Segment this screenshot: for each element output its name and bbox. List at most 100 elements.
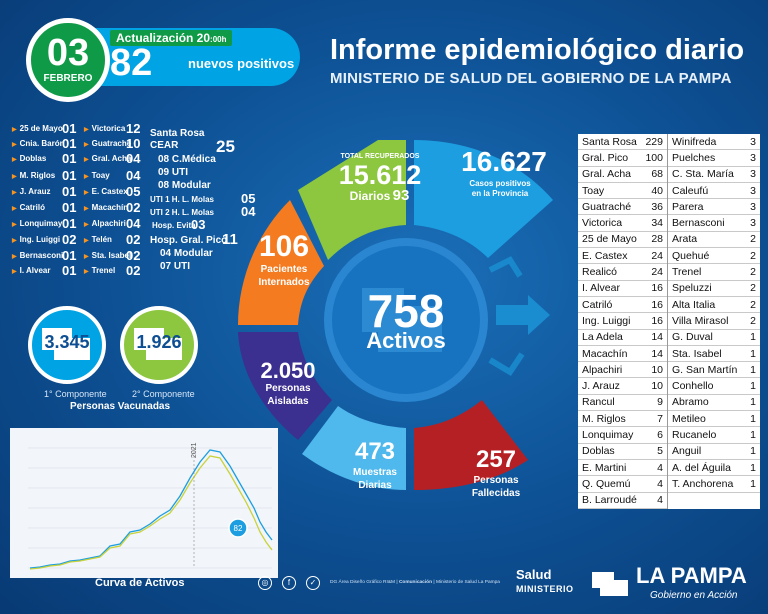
locality-name: Rucanelo	[672, 428, 717, 441]
locality-new-case-value: 02	[126, 248, 141, 263]
date-month: FEBRERO	[43, 73, 93, 84]
locality-new-case: ▶ Gral. Acha	[84, 154, 131, 163]
locality-name: Doblas	[19, 154, 47, 163]
active-count: 16	[651, 282, 663, 295]
deaths-segment	[414, 400, 528, 490]
locality-new-case-value: 01	[62, 184, 77, 199]
uti1-label: UTI 1 H. L. Molas	[150, 195, 215, 204]
credits: DG Área Diseño Gráfico RI&M | Comunicaci…	[330, 580, 500, 585]
locality-name: Quehué	[672, 249, 710, 262]
locality-new-case-value: 01	[62, 248, 77, 263]
active-count: 40	[651, 184, 663, 197]
locality-new-case-value: 10	[126, 136, 141, 151]
isolated-label: Aisladas	[267, 396, 309, 407]
active-count: 2	[750, 249, 756, 262]
locality-name: Cnia. Barón	[19, 139, 65, 148]
table-row: Metileo 1	[668, 411, 760, 428]
active-count: 16	[651, 298, 663, 311]
active-count: 16	[651, 314, 663, 327]
locality-name: Bernasconi	[672, 217, 725, 230]
locality-name: Victorica	[91, 124, 126, 133]
locality-name: Gral. Acha	[91, 154, 132, 163]
table-row: Macachín 14	[578, 346, 667, 363]
arrow-icon: ▶	[12, 254, 17, 260]
active-count: 1	[750, 412, 756, 425]
active-count: 1	[750, 347, 756, 360]
locality-new-case-value: 02	[62, 232, 77, 247]
active-count: 2	[750, 233, 756, 246]
active-count: 24	[651, 249, 663, 262]
pico-label: Hosp. Gral. Pico	[150, 235, 228, 246]
table-row: I. Alvear 16	[578, 281, 667, 297]
evita-value: 03	[191, 217, 206, 232]
samples-segment	[302, 406, 406, 490]
table-row: Caleufú 3	[668, 183, 760, 200]
instagram-icon[interactable]: ◎	[258, 576, 272, 590]
uti2-label: UTI 2 H. L. Molas	[150, 208, 215, 217]
cear-item: 09 UTI	[158, 167, 189, 178]
locality-name: Victorica	[582, 217, 623, 230]
active-count: 1	[750, 477, 756, 490]
locality-new-case: ▶ Sta. Isabel	[84, 251, 131, 260]
locality-name: Toay	[91, 171, 110, 180]
active-count: 3	[750, 168, 756, 181]
locality-name: Ing. Luiggi	[19, 235, 61, 244]
active-count: 68	[651, 168, 663, 181]
locality-new-case: ▶ Catriló	[12, 203, 45, 212]
locality-name: 25 de Mayo	[582, 233, 637, 246]
table-row: Santa Rosa 229	[578, 134, 667, 151]
locality-new-case-value: 01	[62, 136, 77, 151]
first-dose-circle	[28, 306, 106, 384]
active-curve-plot: 2021 82	[28, 442, 273, 570]
locality-new-case-value: 01	[62, 151, 77, 166]
active-count: 10	[651, 363, 663, 376]
active-count: 28	[651, 233, 663, 246]
cases-label: Casos positivos	[469, 179, 531, 188]
year-marker: 2021	[191, 442, 198, 458]
table-column-1: Santa Rosa 229 Gral. Pico 100 Gral. Acha 68 To…	[578, 134, 668, 509]
table-row: G. San Martín 1	[668, 362, 760, 379]
active-value: 758	[367, 285, 445, 337]
active-count: 229	[645, 135, 663, 148]
active-count: 1	[750, 461, 756, 474]
uti1-value: 05	[241, 191, 256, 206]
table-row: Alpachiri 10	[578, 362, 667, 379]
pico-value: 11	[222, 231, 238, 248]
active-count: 1	[750, 380, 756, 393]
locality-new-case: ▶ Trenel	[84, 266, 115, 275]
salud-logo-text: Salud	[516, 567, 552, 582]
facebook-icon[interactable]: f	[282, 576, 296, 590]
locality-name: Doblas	[582, 445, 615, 458]
hospitalized-segment	[238, 200, 324, 325]
locality-new-case-value: 01	[62, 168, 77, 183]
active-curve-chart: 2021 82	[10, 428, 278, 578]
table-row: Conhello 1	[668, 378, 760, 395]
second-dose-label: 2° Componente	[132, 389, 195, 399]
locality-new-case-value: 04	[126, 216, 141, 231]
active-count: 2	[750, 298, 756, 311]
locality-name: Speluzzi	[672, 282, 712, 295]
active-count: 4	[657, 461, 663, 474]
locality-new-case-value: 01	[62, 121, 77, 136]
active-count: 3	[750, 200, 756, 213]
twitter-icon[interactable]: ✓	[306, 576, 320, 590]
locality-name: Guatraché	[582, 200, 632, 213]
arrow-icon: ▶	[12, 238, 17, 244]
active-count: 1	[750, 363, 756, 376]
locality-new-case-value: 05	[126, 184, 141, 199]
locality-name: Sta. Isabel	[91, 251, 132, 260]
arrow-icon: ▶	[12, 206, 17, 212]
locality-new-case-value: 04	[126, 151, 141, 166]
arrow-icon: ▶	[84, 142, 89, 148]
recovered-daily-label: Diarios	[349, 189, 391, 203]
locality-new-case: ▶ Doblas	[12, 154, 46, 163]
locality-name: Alta Italia	[672, 298, 716, 311]
table-row: Alta Italia 2	[668, 297, 760, 314]
table-row: Abramo 1	[668, 395, 760, 412]
table-row: J. Arauz 10	[578, 378, 667, 395]
samples-value: 473	[354, 438, 396, 465]
arrow-icon: ▶	[12, 157, 17, 163]
table-row: Puelches 3	[668, 150, 760, 167]
locality-name: J. Arauz	[19, 187, 51, 196]
locality-new-case: ▶ I. Alvear	[12, 266, 50, 275]
